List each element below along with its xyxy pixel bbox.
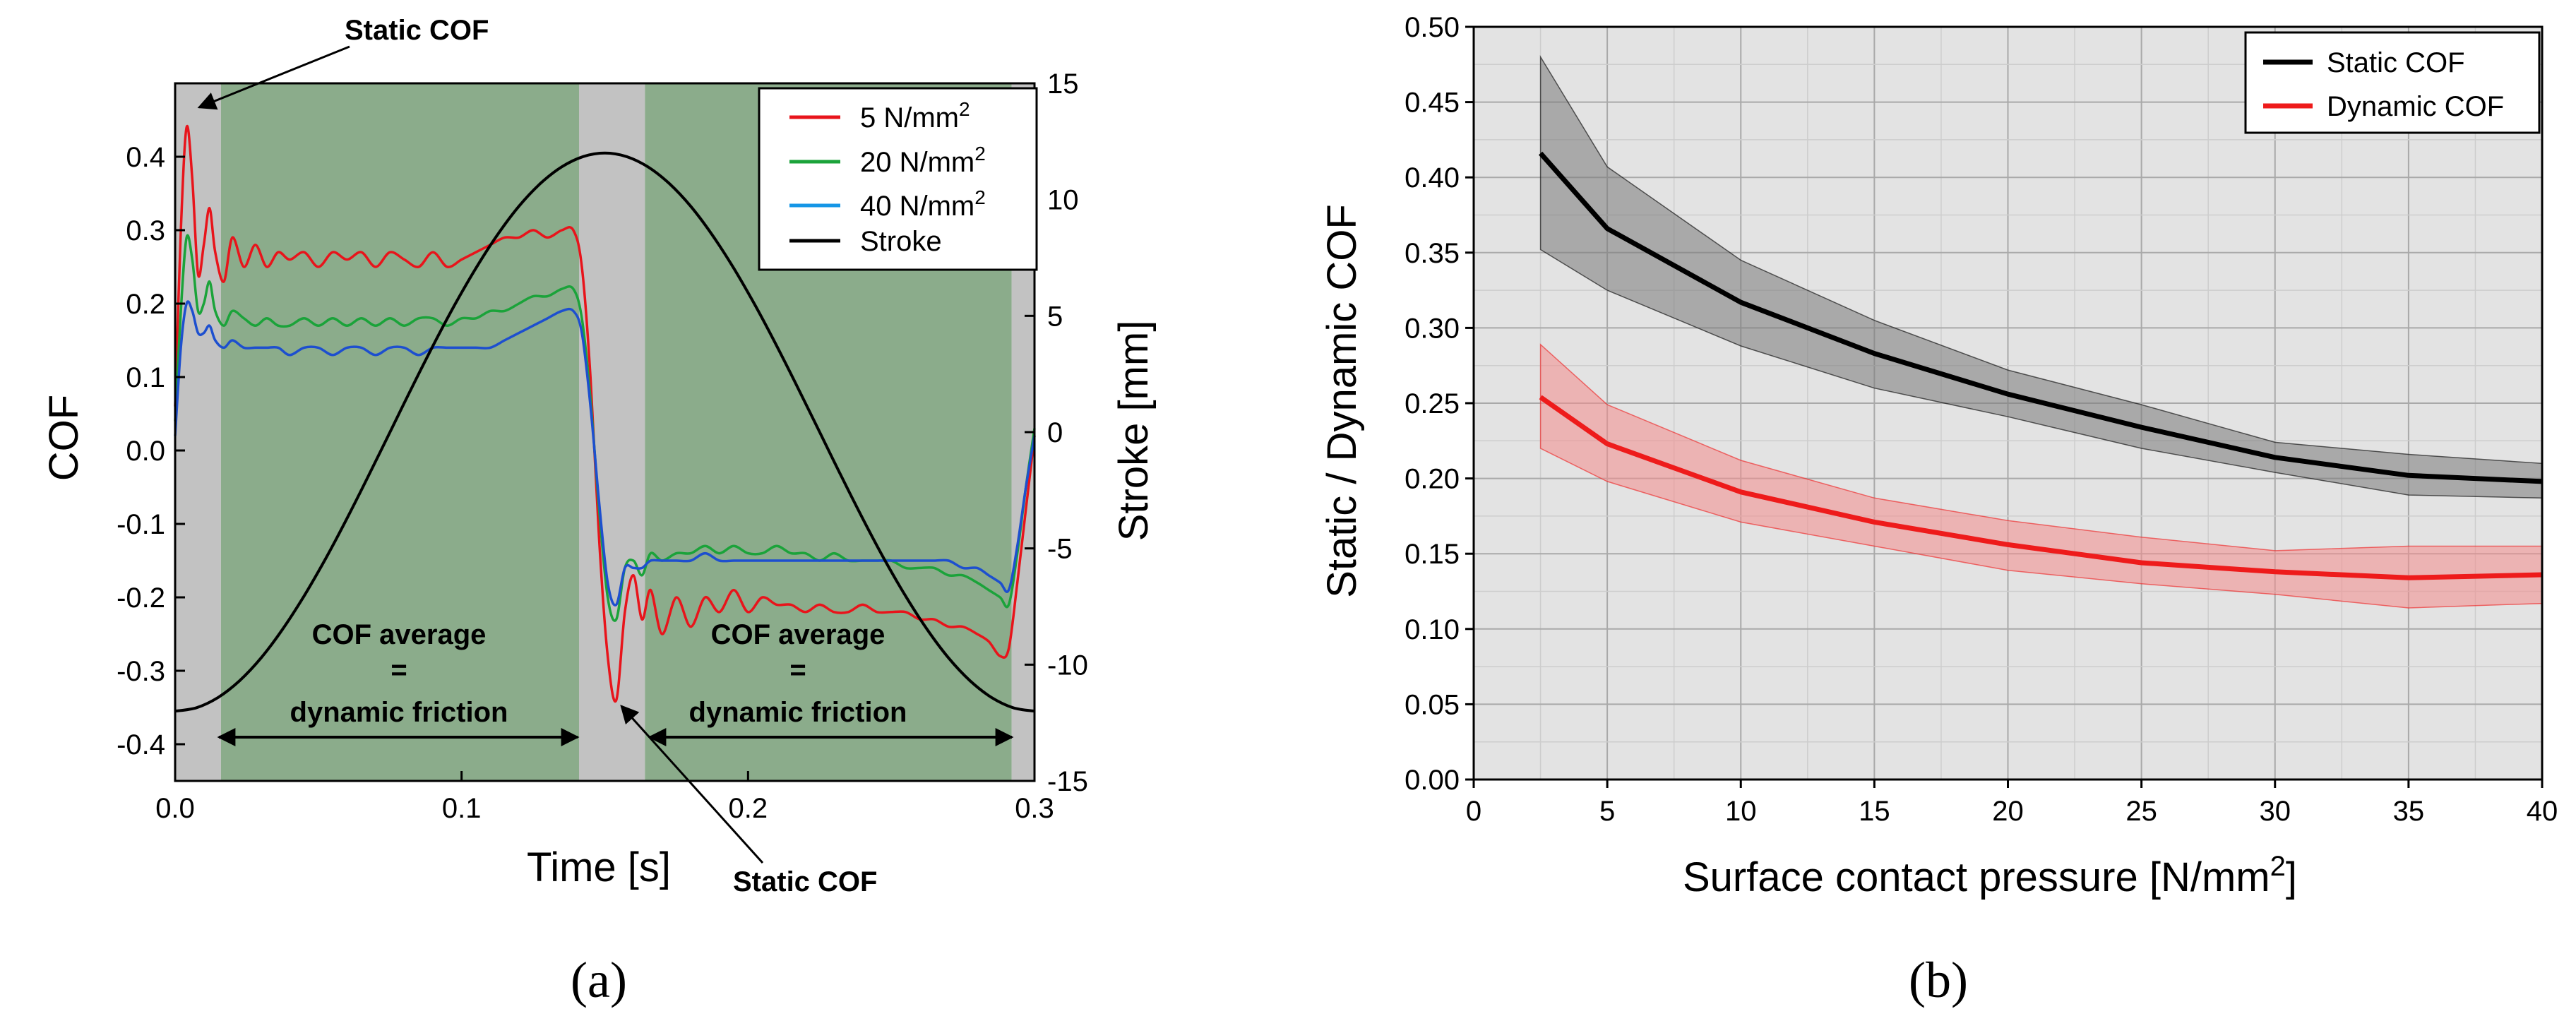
x-axis-label: Surface contact pressure [N/mm2]: [1683, 851, 2297, 900]
x-axis-ticks: 0.0 0.1 0.2 0.3: [155, 771, 1054, 824]
y-axis-ticks: 0.00 0.05 0.10 0.15 0.20 0.25 0.30 0.35 0.40 0.45…: [1405, 12, 1474, 796]
y2-tick-label: -10: [1047, 650, 1088, 681]
x-tick-label: 0: [1466, 796, 1481, 827]
legend-label-40: 40 N/mm2: [860, 186, 986, 222]
x-tick-label: 0.0: [155, 793, 195, 824]
y-tick-label: 0.1: [126, 362, 165, 393]
annotation-avg-left-1: COF average: [312, 619, 487, 650]
series-group: [174, 124, 1036, 713]
y-tick-label: -0.2: [117, 583, 165, 614]
annotation-avg-right-1: COF average: [711, 619, 886, 650]
legend: Static COF Dynamic COF: [2244, 31, 2541, 134]
y-axis-label: Static / Dynamic COF: [1319, 204, 1365, 598]
x-tick-label: 15: [1859, 796, 1890, 827]
x-tick-label: 40: [2527, 796, 2558, 827]
chart-b: 0 5 10 15 20 25 30 35 40 0.00 0.05 0.10 0.15 0.20 0.2…: [1319, 12, 2558, 1008]
x-tick-label: 35: [2393, 796, 2425, 827]
legend-label-dynamic: Dynamic COF: [2327, 91, 2504, 122]
legend-label-5: 5 N/mm2: [860, 98, 970, 133]
annotation-static-cof-top: Static COF: [345, 15, 489, 46]
y-tick-label: 0.45: [1405, 88, 1460, 119]
y2-tick-label: -15: [1047, 766, 1088, 797]
x-tick-label: 10: [1725, 796, 1757, 827]
band-static-2: [578, 83, 645, 781]
y-tick-label: 0.25: [1405, 388, 1460, 419]
y-tick-label: 0.40: [1405, 162, 1460, 193]
x-tick-label: 25: [2125, 796, 2157, 827]
y-axis-ticks: -0.4 -0.3 -0.2 -0.1 0.0 0.1 0.2 0.3 0.4: [117, 142, 185, 760]
annotation-avg-right-3: dynamic friction: [689, 697, 907, 728]
annotation-avg-left-3: dynamic friction: [290, 697, 508, 728]
y-tick-label: 0.50: [1405, 12, 1460, 43]
legend-label-static: Static COF: [2327, 47, 2465, 78]
legend: 5 N/mm2 20 N/mm2 40 N/mm2 Stroke: [758, 87, 1038, 271]
y2-tick-label: 15: [1047, 68, 1079, 100]
y-tick-label: 0.2: [126, 289, 165, 320]
series-line-stroke: [174, 151, 1035, 713]
y-tick-label: -0.3: [117, 656, 165, 687]
series-line-static-cof: [1538, 151, 2543, 484]
y2-tick-label: 0: [1047, 417, 1063, 448]
series-line-5-n-mm: [174, 124, 1036, 703]
y-tick-label: 0.00: [1405, 765, 1460, 796]
y2-tick-label: 5: [1047, 301, 1063, 332]
x-tick-label: 0.1: [442, 793, 482, 824]
y-tick-label: 0.0: [126, 436, 165, 467]
legend-label-stroke: Stroke: [860, 226, 942, 257]
x-axis-label: Time [s]: [527, 844, 671, 890]
y2-axis-ticks: -15 -10 -5 0 5 10 15: [1025, 68, 1088, 797]
y-tick-label: 0.30: [1405, 313, 1460, 344]
annotation-arrow-top: [197, 45, 350, 110]
y-axis-label: COF: [41, 395, 87, 481]
x-axis-ticks: 0 5 10 15 20 25 30 35 40: [1466, 780, 2558, 827]
x-tick-label: 5: [1599, 796, 1615, 827]
annotations: Static COF Static COF COF average = dyna…: [197, 15, 1014, 897]
chart-a: 0.0 0.1 0.2 0.3 -0.4-0.3-0.2-0.10.00.10.20.…: [41, 15, 1157, 1008]
y-tick-label: 0.20: [1405, 464, 1460, 495]
x-tick-label: 0.3: [1015, 793, 1054, 824]
y2-tick-label: 10: [1047, 185, 1079, 216]
legend-label-20: 20 N/mm2: [860, 143, 986, 178]
x-tick-label: 20: [1992, 796, 2024, 827]
y-tick-label: 0.15: [1405, 539, 1460, 570]
y-tick-label: -0.1: [117, 509, 165, 540]
y-tick-label: 0.35: [1405, 238, 1460, 269]
series-line-40-n-mm: [174, 300, 1036, 607]
y-tick-label: 0.10: [1405, 614, 1460, 645]
legend-box: [2244, 31, 2541, 134]
annotation-avg-right-2: =: [789, 655, 806, 686]
series-line-dynamic-cof: [1539, 395, 2543, 580]
y2-axis-label: Stroke [mm]: [1111, 321, 1157, 542]
band-dynamic-1: [220, 83, 579, 781]
grid: [1473, 26, 2543, 780]
annotation-avg-left-2: =: [390, 655, 407, 686]
series-group: [1538, 151, 2543, 580]
y-tick-label: 0.4: [126, 142, 165, 173]
y-tick-label: 0.3: [126, 215, 165, 246]
panel-label-a: (a): [571, 952, 627, 1008]
x-tick-label: 30: [2260, 796, 2291, 827]
panel-label-b: (b): [1909, 952, 1968, 1008]
annotation-static-cof-bottom: Static COF: [733, 866, 877, 897]
y-tick-label: -0.4: [117, 729, 165, 760]
x-tick-label: 0.2: [729, 793, 768, 824]
annotation-arrow-bottom: [620, 705, 764, 864]
y-tick-label: 0.05: [1405, 689, 1460, 720]
y2-tick-label: -5: [1047, 534, 1073, 565]
